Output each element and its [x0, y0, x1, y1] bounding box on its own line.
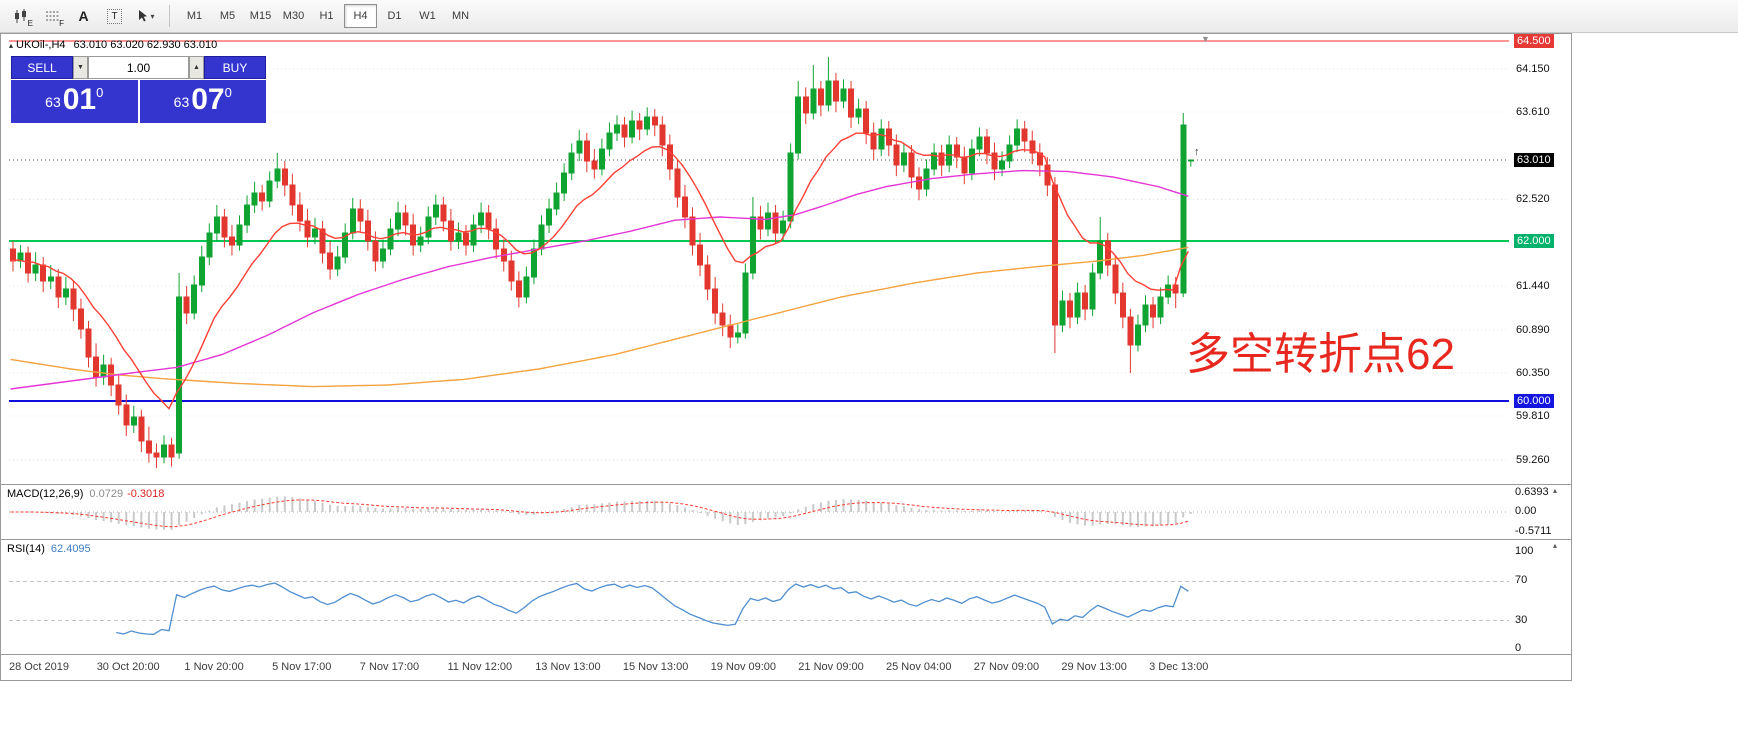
tf-button-m15[interactable]: M15	[249, 10, 272, 22]
lot-increase-icon[interactable]: ▲	[189, 56, 204, 79]
chart-annotation: 多空转折点62	[1186, 330, 1455, 379]
rsi-scale-100: 100	[1515, 545, 1534, 557]
timeframe-group: M1 M5 M15 M30 H1 H4 D1 W1 MN	[178, 4, 477, 28]
ask-pip-fraction: 0	[224, 85, 232, 100]
time-axis-label: 5 Nov 17:00	[272, 661, 332, 673]
rsi-pane[interactable]: RSI(14) 62.4095 ▴ 100 70 30 0	[1, 539, 1571, 655]
time-axis-label: 21 Nov 09:00	[798, 661, 864, 673]
grid-lines-icon[interactable]: F	[38, 3, 67, 29]
price-badge-black: 63.010	[1514, 153, 1554, 168]
macd-scale-bottom: -0.5711	[1515, 525, 1552, 537]
macd-signal-value: -0.3018	[127, 488, 165, 500]
lot-decrease-icon[interactable]: ▼	[73, 56, 88, 79]
rsi-chart[interactable]	[1, 540, 1511, 654]
ohlc-values: 63.010 63.020 62.930 63.010	[73, 39, 218, 51]
price-axis-label: 59.810	[1516, 410, 1550, 423]
time-axis-label: 29 Nov 13:00	[1061, 661, 1127, 673]
price-axis-label: 60.350	[1516, 367, 1550, 379]
macd-label: MACD(12,26,9) 0.0729 -0.3018	[7, 488, 164, 500]
rsi-label: RSI(14) 62.4095	[7, 543, 91, 555]
tf-button-h1[interactable]: H1	[319, 10, 334, 22]
pane-collapse-icon[interactable]: ▴	[1553, 486, 1558, 495]
one-click-trading-panel: SELL ▼ ▲ BUY 63 01 0 63 07 0	[11, 56, 266, 123]
tf-button-mn[interactable]: MN	[451, 10, 470, 22]
grid-glyph	[46, 11, 59, 20]
last-bar-marker-icon: ↑	[1194, 146, 1200, 158]
symbol-name: UKOil-,H4	[16, 39, 66, 51]
time-axis-label: 3 Dec 13:00	[1149, 661, 1209, 673]
bid-pip-fraction: 0	[96, 85, 104, 100]
text-tool-icon[interactable]: A	[69, 3, 98, 29]
tf-button-m30[interactable]: M30	[282, 10, 305, 22]
tf-button-w1[interactable]: W1	[419, 10, 436, 22]
macd-pane[interactable]: MACD(12,26,9) 0.0729 -0.3018 ▴ 0.6393 0.00…	[1, 484, 1571, 540]
lot-size-input[interactable]	[88, 56, 189, 79]
price-chart[interactable]	[1, 34, 1572, 484]
ask-pips: 07	[191, 83, 225, 116]
price-axis-label: 60.890	[1516, 323, 1550, 336]
tf-button-d1[interactable]: D1	[387, 10, 402, 22]
time-axis-label: 1 Nov 20:00	[184, 661, 244, 673]
time-axis-label: 30 Oct 20:00	[96, 661, 160, 673]
macd-scale-top: 0.6393	[1515, 486, 1549, 498]
rsi-value: 62.4095	[50, 543, 91, 555]
ask-big-figure: 63	[173, 94, 190, 110]
icon-sub-label: F	[59, 19, 64, 28]
bid-pips: 01	[62, 83, 97, 116]
macd-scale-mid: 0.00	[1515, 505, 1537, 517]
chart-title: ▴ UKOil-,H4 63.010 63.020 62.930 63.010	[9, 39, 217, 51]
icon-sub-label: E	[27, 19, 33, 28]
time-axis-label: 15 Nov 13:00	[622, 661, 689, 673]
buy-button[interactable]: BUY	[204, 56, 266, 79]
bid-price-display[interactable]: 63 01 0	[11, 80, 138, 123]
candlestick-chart-icon[interactable]: E	[7, 3, 36, 29]
text-tool-label: A	[78, 8, 89, 24]
time-axis-label: 25 Nov 04:00	[886, 661, 952, 673]
cursor-tool-icon[interactable]: ▾	[131, 3, 160, 29]
tf-button-h4[interactable]: H4	[344, 4, 377, 28]
textbox-tool-label: T	[107, 8, 122, 24]
rsi-scale-30: 30	[1515, 614, 1528, 626]
time-axis[interactable]: 28 Oct 2019 30 Oct 20:00 1 Nov 20:00 5 Nov …	[1, 654, 1571, 680]
macd-value: 0.0729	[89, 488, 124, 500]
price-axis-label: 62.520	[1516, 193, 1550, 206]
time-axis-label: 19 Nov 09:00	[710, 661, 777, 673]
price-axis-label: 63.610	[1516, 106, 1550, 119]
time-axis-label: 27 Nov 09:00	[973, 661, 1040, 673]
price-axis-label: 59.260	[1516, 454, 1550, 467]
macd-chart[interactable]	[1, 485, 1511, 539]
price-badge-green: 62.000	[1514, 234, 1554, 248]
time-axis-label: 11 Nov 12:00	[447, 661, 513, 673]
chart-window: ▴ UKOil-,H4 63.010 63.020 62.930 63.010 SE…	[0, 33, 1572, 681]
price-axis[interactable]: 64.500 64.150 63.610 63.010 62.520 62.000 61.4…	[1512, 34, 1571, 484]
price-axis-label: 61.440	[1516, 279, 1550, 292]
tf-button-m5[interactable]: M5	[219, 10, 236, 22]
time-axis-label: 28 Oct 2019	[9, 661, 69, 673]
tf-button-m1[interactable]: M1	[186, 10, 203, 22]
sell-button[interactable]: SELL	[11, 56, 73, 79]
price-badge-red: 64.500	[1514, 34, 1554, 48]
bid-big-figure: 63	[45, 94, 61, 110]
rsi-name: RSI(14)	[7, 543, 45, 555]
chart-title-icon: ▴	[9, 41, 14, 50]
candlestick-glyph	[15, 8, 26, 23]
macd-name: MACD(12,26,9)	[7, 488, 84, 500]
chevron-down-icon: ▾	[150, 11, 155, 21]
price-axis-label: 64.150	[1516, 63, 1550, 75]
time-axis-label: 7 Nov 17:00	[359, 661, 420, 673]
rsi-scale-70: 70	[1515, 574, 1528, 586]
ask-price-display[interactable]: 63 07 0	[139, 80, 266, 123]
price-badge-blue: 60.000	[1514, 394, 1554, 408]
top-toolbar: E F A T ▾ M1 M5 M15 M30 H1 H4 D1 W1 MN	[0, 0, 1738, 33]
time-axis-label: 13 Nov 13:00	[535, 661, 601, 673]
textbox-tool-icon[interactable]: T	[100, 3, 129, 29]
pane-collapse-icon[interactable]: ▴	[1553, 541, 1558, 550]
rsi-scale-0: 0	[1515, 642, 1522, 654]
toolbar-separator	[169, 5, 170, 27]
chart-shift-icon[interactable]: ▼	[1201, 34, 1210, 44]
cursor-glyph	[139, 10, 148, 22]
